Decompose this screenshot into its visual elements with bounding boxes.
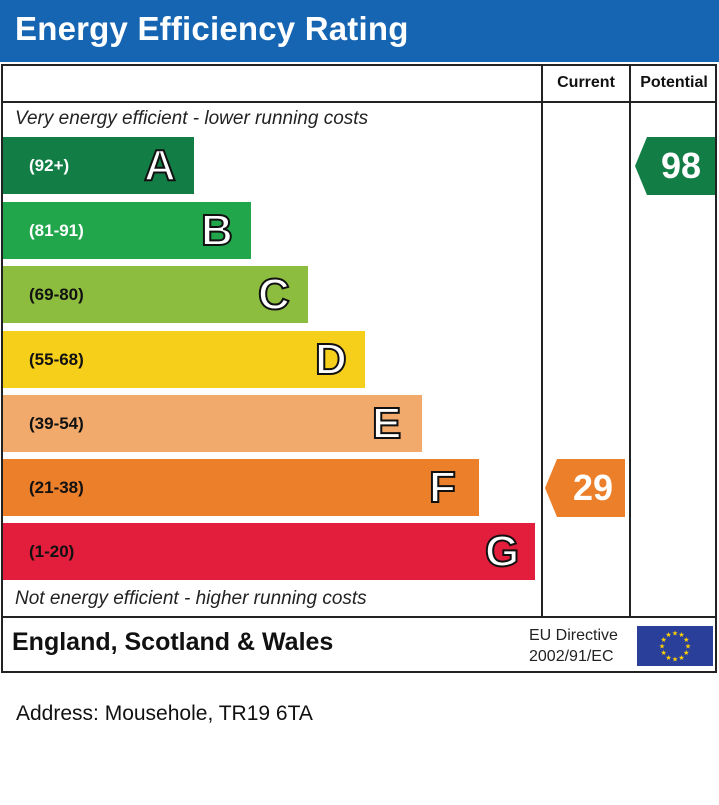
eu-star-icon: ★	[685, 643, 691, 651]
header-divider	[3, 101, 716, 103]
band-a-letter: A	[143, 140, 177, 191]
band-b-range: (81-91)	[29, 221, 84, 240]
band-f-letter: F	[428, 462, 457, 513]
eu-star-icon: ★	[659, 643, 665, 651]
band-d-range: (55-68)	[29, 350, 84, 369]
eu-star-icon: ★	[683, 649, 689, 657]
eu-star-icon: ★	[683, 636, 689, 644]
eu-star-icon: ★	[678, 654, 684, 662]
band-c: (69-80) C	[3, 266, 308, 323]
region-label: England, Scotland & Wales	[12, 628, 334, 656]
efficient-note: Very energy efficient - lower running co…	[15, 108, 369, 129]
chart-title: Energy Efficiency Rating	[15, 10, 409, 47]
current-rating-value: 29	[572, 467, 614, 508]
band-c-range: (69-80)	[29, 285, 84, 304]
eu-star-icon: ★	[661, 649, 667, 657]
band-f-range: (21-38)	[29, 478, 84, 497]
current-column-divider	[541, 66, 543, 617]
band-d: (55-68) D	[3, 331, 365, 388]
band-e: (39-54) E	[3, 395, 422, 452]
potential-column-divider	[629, 66, 631, 617]
band-a: (92+) A	[3, 137, 194, 194]
band-f: (21-38) F	[3, 459, 479, 516]
eu-directive-number: 2002/91/EC	[529, 648, 614, 665]
eu-star-icon: ★	[661, 636, 667, 644]
band-b: (81-91) B	[3, 202, 251, 259]
potential-rating-arrow: 98	[635, 137, 715, 195]
eu-star-icon: ★	[672, 656, 678, 664]
eu-stars: ★ ★★★★★★★★★★★	[659, 630, 691, 664]
eu-star-icon: ★	[665, 631, 671, 639]
eu-directive-label: EU Directive	[529, 627, 618, 644]
eu-star-icon: ★	[672, 630, 678, 638]
current-column-header: Current	[557, 74, 615, 91]
band-b-letter: B	[200, 205, 234, 256]
band-e-range: (39-54)	[29, 414, 84, 433]
band-a-range: (92+)	[29, 156, 70, 175]
band-g-range: (1-20)	[29, 542, 75, 561]
band-c-letter: C	[257, 269, 291, 320]
current-rating-arrow: 29	[545, 459, 625, 517]
band-g: (1-20) G	[3, 523, 535, 580]
potential-rating-value: 98	[660, 145, 702, 186]
inefficient-note: Not energy efficient - higher running co…	[15, 588, 367, 609]
band-e-letter: E	[371, 398, 402, 449]
eu-flag-icon: ★ ★ ★ ★ ★ ★ ★ ★ ★ ★ ★ ★	[637, 626, 713, 666]
potential-column-header: Potential	[640, 74, 708, 91]
eu-star-icon: ★	[665, 654, 671, 662]
band-d-letter: D	[314, 334, 348, 385]
chart-frame	[1, 64, 717, 673]
band-g-letter: G	[484, 526, 520, 577]
footer-divider	[3, 616, 716, 618]
current-arrow-shape	[545, 459, 625, 517]
eu-star-icon: ★	[678, 631, 684, 639]
title-bar: Energy Efficiency Rating	[0, 0, 719, 62]
potential-arrow-shape	[635, 137, 715, 195]
address-text: Address: Mousehole, TR19 6TA	[16, 702, 313, 725]
